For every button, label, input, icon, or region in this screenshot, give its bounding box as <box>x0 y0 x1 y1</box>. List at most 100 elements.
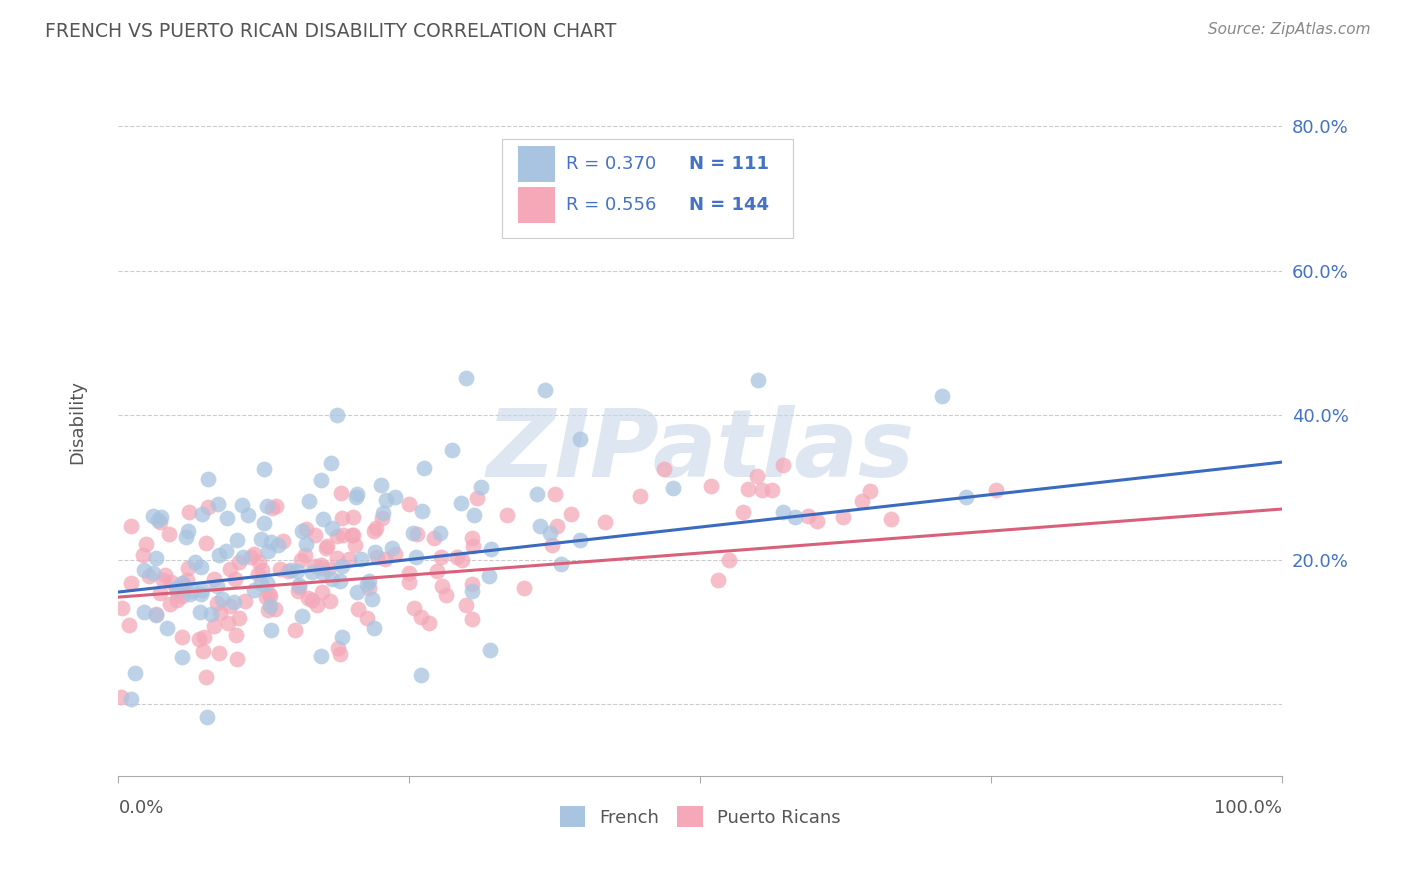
Point <box>319 593 342 607</box>
Point <box>166 593 188 607</box>
Point <box>177 561 200 575</box>
Point <box>751 483 773 497</box>
Point <box>465 491 488 505</box>
Point <box>309 558 332 572</box>
Point <box>309 649 332 664</box>
Point <box>250 563 273 577</box>
Point <box>321 456 343 470</box>
Point <box>707 573 730 587</box>
Point <box>955 490 977 504</box>
Point <box>253 462 276 476</box>
Point <box>374 551 396 566</box>
Text: N = 111: N = 111 <box>689 155 769 173</box>
Point <box>305 599 328 613</box>
Point <box>832 509 855 524</box>
Point <box>294 549 316 563</box>
Point <box>796 508 818 523</box>
Point <box>200 607 222 622</box>
Point <box>132 605 155 619</box>
Point <box>533 383 555 397</box>
Point <box>287 584 309 599</box>
Point <box>357 574 380 589</box>
Point <box>242 547 264 561</box>
Point <box>142 508 165 523</box>
Point <box>191 643 214 657</box>
Point <box>262 500 284 515</box>
Point <box>146 513 169 527</box>
Point <box>430 549 453 564</box>
Point <box>398 574 420 589</box>
Point <box>149 516 172 530</box>
Point <box>226 533 249 547</box>
Point <box>271 534 294 549</box>
Point <box>211 591 233 606</box>
Point <box>375 492 398 507</box>
Point <box>356 611 378 625</box>
Point <box>381 541 404 555</box>
Point <box>191 582 214 597</box>
Point <box>543 487 565 501</box>
Point <box>157 526 180 541</box>
Point <box>463 540 485 554</box>
Point <box>405 526 427 541</box>
Point <box>181 583 204 598</box>
Point <box>240 549 263 564</box>
Point <box>297 591 319 606</box>
Point <box>177 505 200 519</box>
Point <box>321 572 343 586</box>
Point <box>298 494 321 508</box>
Point <box>526 487 548 501</box>
Point <box>364 545 387 559</box>
Point <box>426 564 449 578</box>
Point <box>259 589 281 603</box>
Point <box>225 628 247 642</box>
Point <box>225 652 247 666</box>
Point <box>931 389 953 403</box>
Point <box>194 536 217 550</box>
Point <box>160 575 183 590</box>
FancyBboxPatch shape <box>502 139 793 238</box>
Point <box>569 432 592 446</box>
Point <box>256 576 278 591</box>
Point <box>145 607 167 622</box>
Text: Source: ZipAtlas.com: Source: ZipAtlas.com <box>1208 22 1371 37</box>
Point <box>346 487 368 501</box>
Point <box>340 528 363 542</box>
Point <box>357 582 380 596</box>
Point <box>479 541 502 556</box>
Point <box>132 548 155 562</box>
Point <box>228 556 250 570</box>
Point <box>330 630 353 644</box>
Point <box>342 528 364 542</box>
Point <box>350 551 373 566</box>
Point <box>304 528 326 542</box>
Point <box>120 519 142 533</box>
Point <box>418 615 440 630</box>
Point <box>193 630 215 644</box>
Point <box>295 536 318 550</box>
Point <box>747 373 769 387</box>
Point <box>259 599 281 613</box>
Point <box>256 500 278 514</box>
Point <box>454 599 477 613</box>
Point <box>246 566 269 581</box>
Point <box>330 486 353 500</box>
Point <box>595 515 617 529</box>
Point <box>191 507 214 521</box>
Point <box>290 552 312 566</box>
Point <box>364 521 387 535</box>
FancyBboxPatch shape <box>517 145 555 183</box>
Point <box>718 553 741 567</box>
Point <box>879 511 901 525</box>
Point <box>859 483 882 498</box>
Text: 0.0%: 0.0% <box>118 799 163 817</box>
Point <box>538 526 561 541</box>
Point <box>288 578 311 592</box>
Point <box>326 551 349 566</box>
Point <box>224 573 246 587</box>
Point <box>110 690 132 704</box>
Point <box>228 611 250 625</box>
Point <box>342 510 364 524</box>
Point <box>208 606 231 620</box>
Point <box>170 649 193 664</box>
